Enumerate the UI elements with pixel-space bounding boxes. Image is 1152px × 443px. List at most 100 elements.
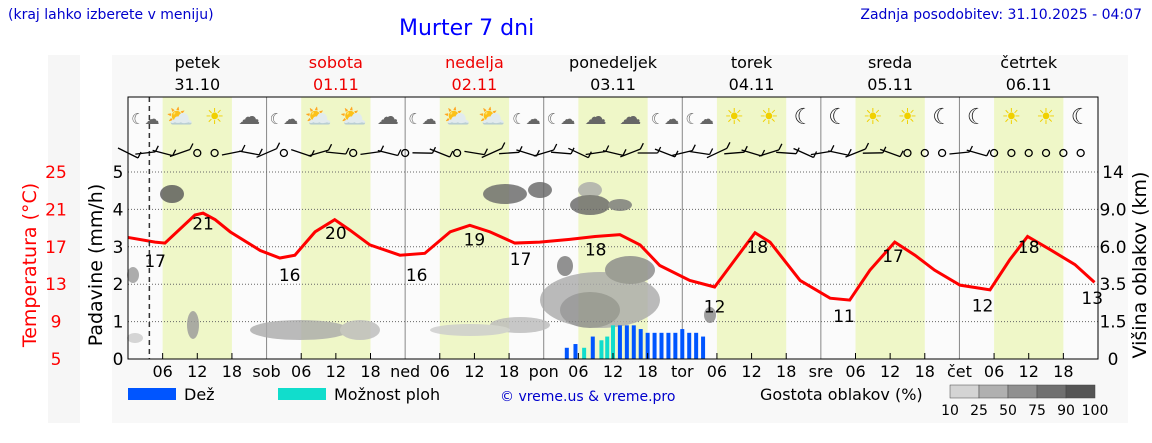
temp-axis-label: Temperatura (°C): [19, 183, 41, 348]
moon-cloud-icon: ☾☁: [408, 110, 436, 128]
page-title: Murter 7 dni: [399, 16, 535, 41]
wind-barb-icon: [533, 149, 554, 157]
legend-cloud-density: Gostota oblakov (%): [760, 385, 923, 404]
cloud-density-tick: 100: [1082, 403, 1109, 419]
precip-tick: 2: [113, 275, 124, 295]
cloud-density-tick: 50: [999, 403, 1017, 419]
cloud-density-swatch: [978, 384, 1009, 399]
calm-wind-icon: [989, 148, 999, 158]
rain-bar: [687, 332, 692, 359]
calm-wind-icon: [1024, 148, 1033, 158]
moon-icon: ☾: [1071, 105, 1091, 130]
day-abbr-tick: ned: [390, 362, 420, 381]
cloud-density-tick: 25: [970, 403, 988, 419]
wind-barb-icon: [553, 143, 558, 151]
hour-tick-label: 06: [568, 362, 588, 381]
wind-barb-icon: [516, 149, 537, 157]
wind-barb-icon: [899, 150, 904, 157]
wind-barb-icon: [672, 150, 693, 156]
wind-barb-icon: [847, 148, 852, 156]
sun-icon: ☀: [1036, 105, 1056, 130]
calm-wind-icon: [210, 148, 219, 158]
cloud-rain-heavy-icon: ☁: [619, 105, 641, 130]
moon-cloud-icon: ☾☁: [512, 110, 540, 128]
temp-tick: 21: [45, 200, 67, 220]
temp-extreme-label: 18: [585, 241, 607, 261]
wind-barb-icon: [189, 143, 194, 150]
day-date: 01.11: [313, 75, 359, 94]
wind-barb-icon: [793, 147, 814, 159]
wind-barb-icon: [152, 149, 173, 157]
showers-swatch: [278, 388, 326, 400]
cloud-density-swatch: [1065, 384, 1096, 399]
temp-tick: 25: [45, 163, 67, 183]
rain-bar: [666, 332, 671, 359]
wind-barb-icon: [587, 151, 592, 158]
sun-icon: ☀: [724, 105, 744, 130]
moon-cloud-icon: ☾☁: [270, 110, 298, 128]
temp-extreme-label: 17: [144, 252, 166, 272]
temp-tick: 9: [51, 313, 62, 333]
wind-barb-icon: [464, 150, 485, 156]
rain-bar: [659, 332, 664, 359]
rain-bar: [564, 347, 569, 359]
wind-barb-icon: [639, 142, 644, 150]
wind-barb-icon: [622, 149, 627, 156]
hour-tick-label: 12: [880, 362, 900, 381]
sun-icon: ☀: [1002, 105, 1022, 130]
wind-barb-icon: [845, 148, 866, 158]
wind-barb-icon: [810, 150, 831, 156]
temp-extreme-label: 18: [747, 238, 769, 258]
day-name: sobota: [309, 53, 363, 72]
cloud-density-swatch: [949, 384, 980, 399]
precip-axis-label: Padavine (mm/h): [85, 184, 107, 347]
wind-barb-icon: [882, 146, 887, 154]
moon-cloud-icon: ☾☁: [685, 110, 713, 128]
temp-extreme-label: 16: [279, 266, 301, 286]
cloud-icon: ☁: [377, 105, 399, 130]
moon-icon: ☾: [828, 105, 848, 130]
showers-bar: [611, 325, 615, 359]
wind-barb-icon: [135, 151, 156, 155]
wind-barb-icon: [568, 147, 589, 159]
moon-cloud-rain-icon: ☾☁: [651, 110, 679, 128]
hour-tick-label: 06: [291, 362, 311, 381]
hour-tick-label: 06: [430, 362, 450, 381]
wind-barb-icon: [550, 151, 572, 155]
rain-bar: [680, 329, 685, 359]
location-hint[interactable]: (kraj lahko izberete v meniju): [8, 7, 214, 23]
sun-icon: ☀: [759, 105, 779, 130]
wind-barb-icon: [949, 151, 970, 155]
wind-barb-icon: [724, 151, 745, 155]
moon-icon: ☾: [932, 105, 952, 130]
credit-link[interactable]: © vreme.us & vreme.pro: [500, 389, 675, 405]
wind-barb-icon: [966, 149, 987, 157]
calm-wind-icon: [400, 148, 410, 158]
hour-tick-label: 06: [845, 362, 865, 381]
temp-extreme-label: 16: [406, 266, 428, 286]
daylight-band: [301, 97, 371, 359]
cloud-density-swatch: [1007, 384, 1038, 399]
day-date: 05.11: [867, 75, 913, 94]
wind-barbs-row: [117, 142, 1085, 159]
day-abbr-tick: sob: [252, 362, 280, 381]
temp-extreme-label: 18: [1018, 238, 1040, 258]
wind-barb-icon: [864, 142, 870, 150]
precip-tick: 3: [113, 238, 124, 258]
hour-tick-label: 18: [222, 362, 242, 381]
wind-barb-icon: [585, 150, 606, 156]
wind-barb-icon: [481, 147, 503, 159]
sun-icon: ☀: [898, 105, 918, 130]
wind-barb-icon: [172, 149, 177, 156]
wind-barb-icon: [830, 145, 835, 152]
rain-swatch: [128, 388, 176, 400]
wind-barb-icon: [706, 147, 728, 159]
hour-tick-label: 12: [187, 362, 207, 381]
sun-icon: ☀: [205, 105, 225, 130]
hour-tick-label: 18: [637, 362, 657, 381]
wind-barb-icon: [169, 148, 191, 158]
moon-cloud-rain-icon: ☾☁: [547, 110, 575, 128]
temp-extreme-label: 20: [325, 224, 347, 244]
precip-tick: 0: [113, 350, 124, 370]
wind-barb-icon: [275, 142, 281, 149]
